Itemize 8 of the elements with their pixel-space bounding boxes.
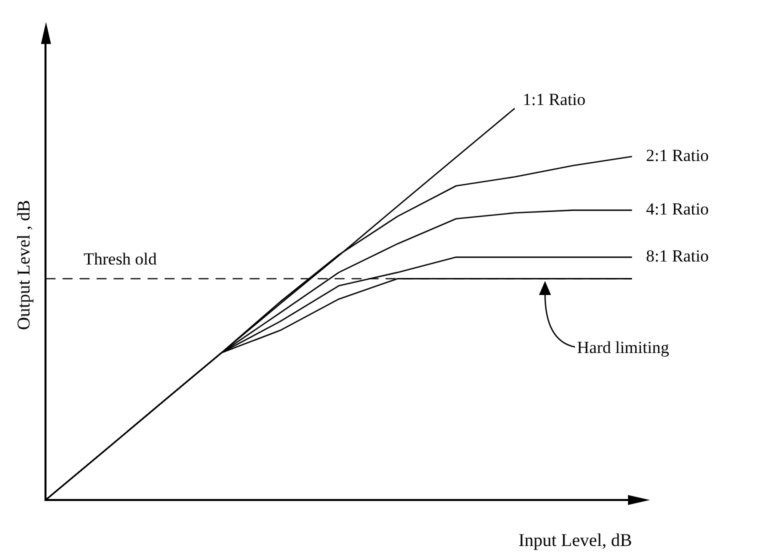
series-label: 8:1 Ratio — [646, 246, 709, 266]
series-label: 4:1 Ratio — [646, 200, 709, 219]
x-axis-title: Input Level, dB — [518, 530, 632, 550]
annotation: Hard limiting — [577, 338, 670, 358]
series-label: 1:1 Ratio — [522, 90, 586, 109]
series-label: 2:1 Ratio — [646, 146, 709, 165]
y-axis-title: Output Level , dB — [14, 200, 34, 330]
ref-line-label: Thresh old — [84, 250, 158, 269]
